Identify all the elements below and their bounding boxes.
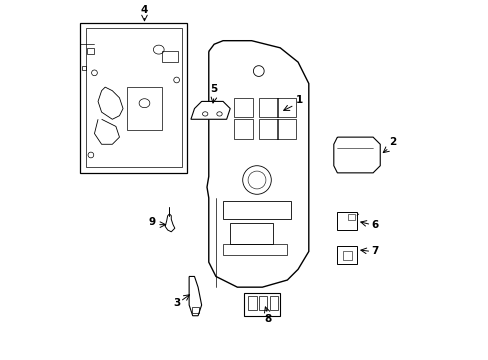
Bar — [87, 48, 94, 54]
Bar — [85, 28, 182, 167]
Text: 7: 7 — [370, 247, 378, 256]
Bar — [276, 119, 296, 139]
Text: 4: 4 — [141, 5, 148, 15]
Bar — [233, 98, 253, 117]
Bar — [126, 87, 162, 130]
Bar — [337, 246, 356, 264]
Bar — [342, 251, 351, 260]
Bar — [269, 296, 278, 310]
PathPatch shape — [333, 137, 380, 173]
Bar — [191, 307, 199, 313]
Bar — [247, 296, 256, 310]
Bar — [258, 296, 267, 310]
Bar — [244, 293, 280, 316]
Bar — [230, 223, 272, 244]
PathPatch shape — [190, 102, 230, 119]
PathPatch shape — [165, 214, 175, 232]
Bar — [223, 202, 290, 219]
Text: 5: 5 — [210, 84, 217, 94]
Text: 3: 3 — [173, 298, 180, 308]
Bar — [82, 66, 86, 70]
Bar — [347, 214, 354, 220]
Text: 6: 6 — [370, 220, 378, 230]
Text: 8: 8 — [264, 314, 271, 324]
Bar — [162, 51, 178, 62]
Bar — [233, 119, 253, 139]
Bar — [80, 23, 187, 173]
Text: 1: 1 — [296, 95, 303, 105]
Bar — [258, 119, 278, 139]
Text: 9: 9 — [148, 217, 155, 227]
Bar — [276, 98, 296, 117]
PathPatch shape — [189, 276, 201, 316]
Text: 2: 2 — [388, 138, 396, 148]
Bar — [223, 244, 287, 255]
Bar — [258, 98, 278, 117]
Bar — [337, 212, 356, 230]
PathPatch shape — [206, 41, 308, 287]
